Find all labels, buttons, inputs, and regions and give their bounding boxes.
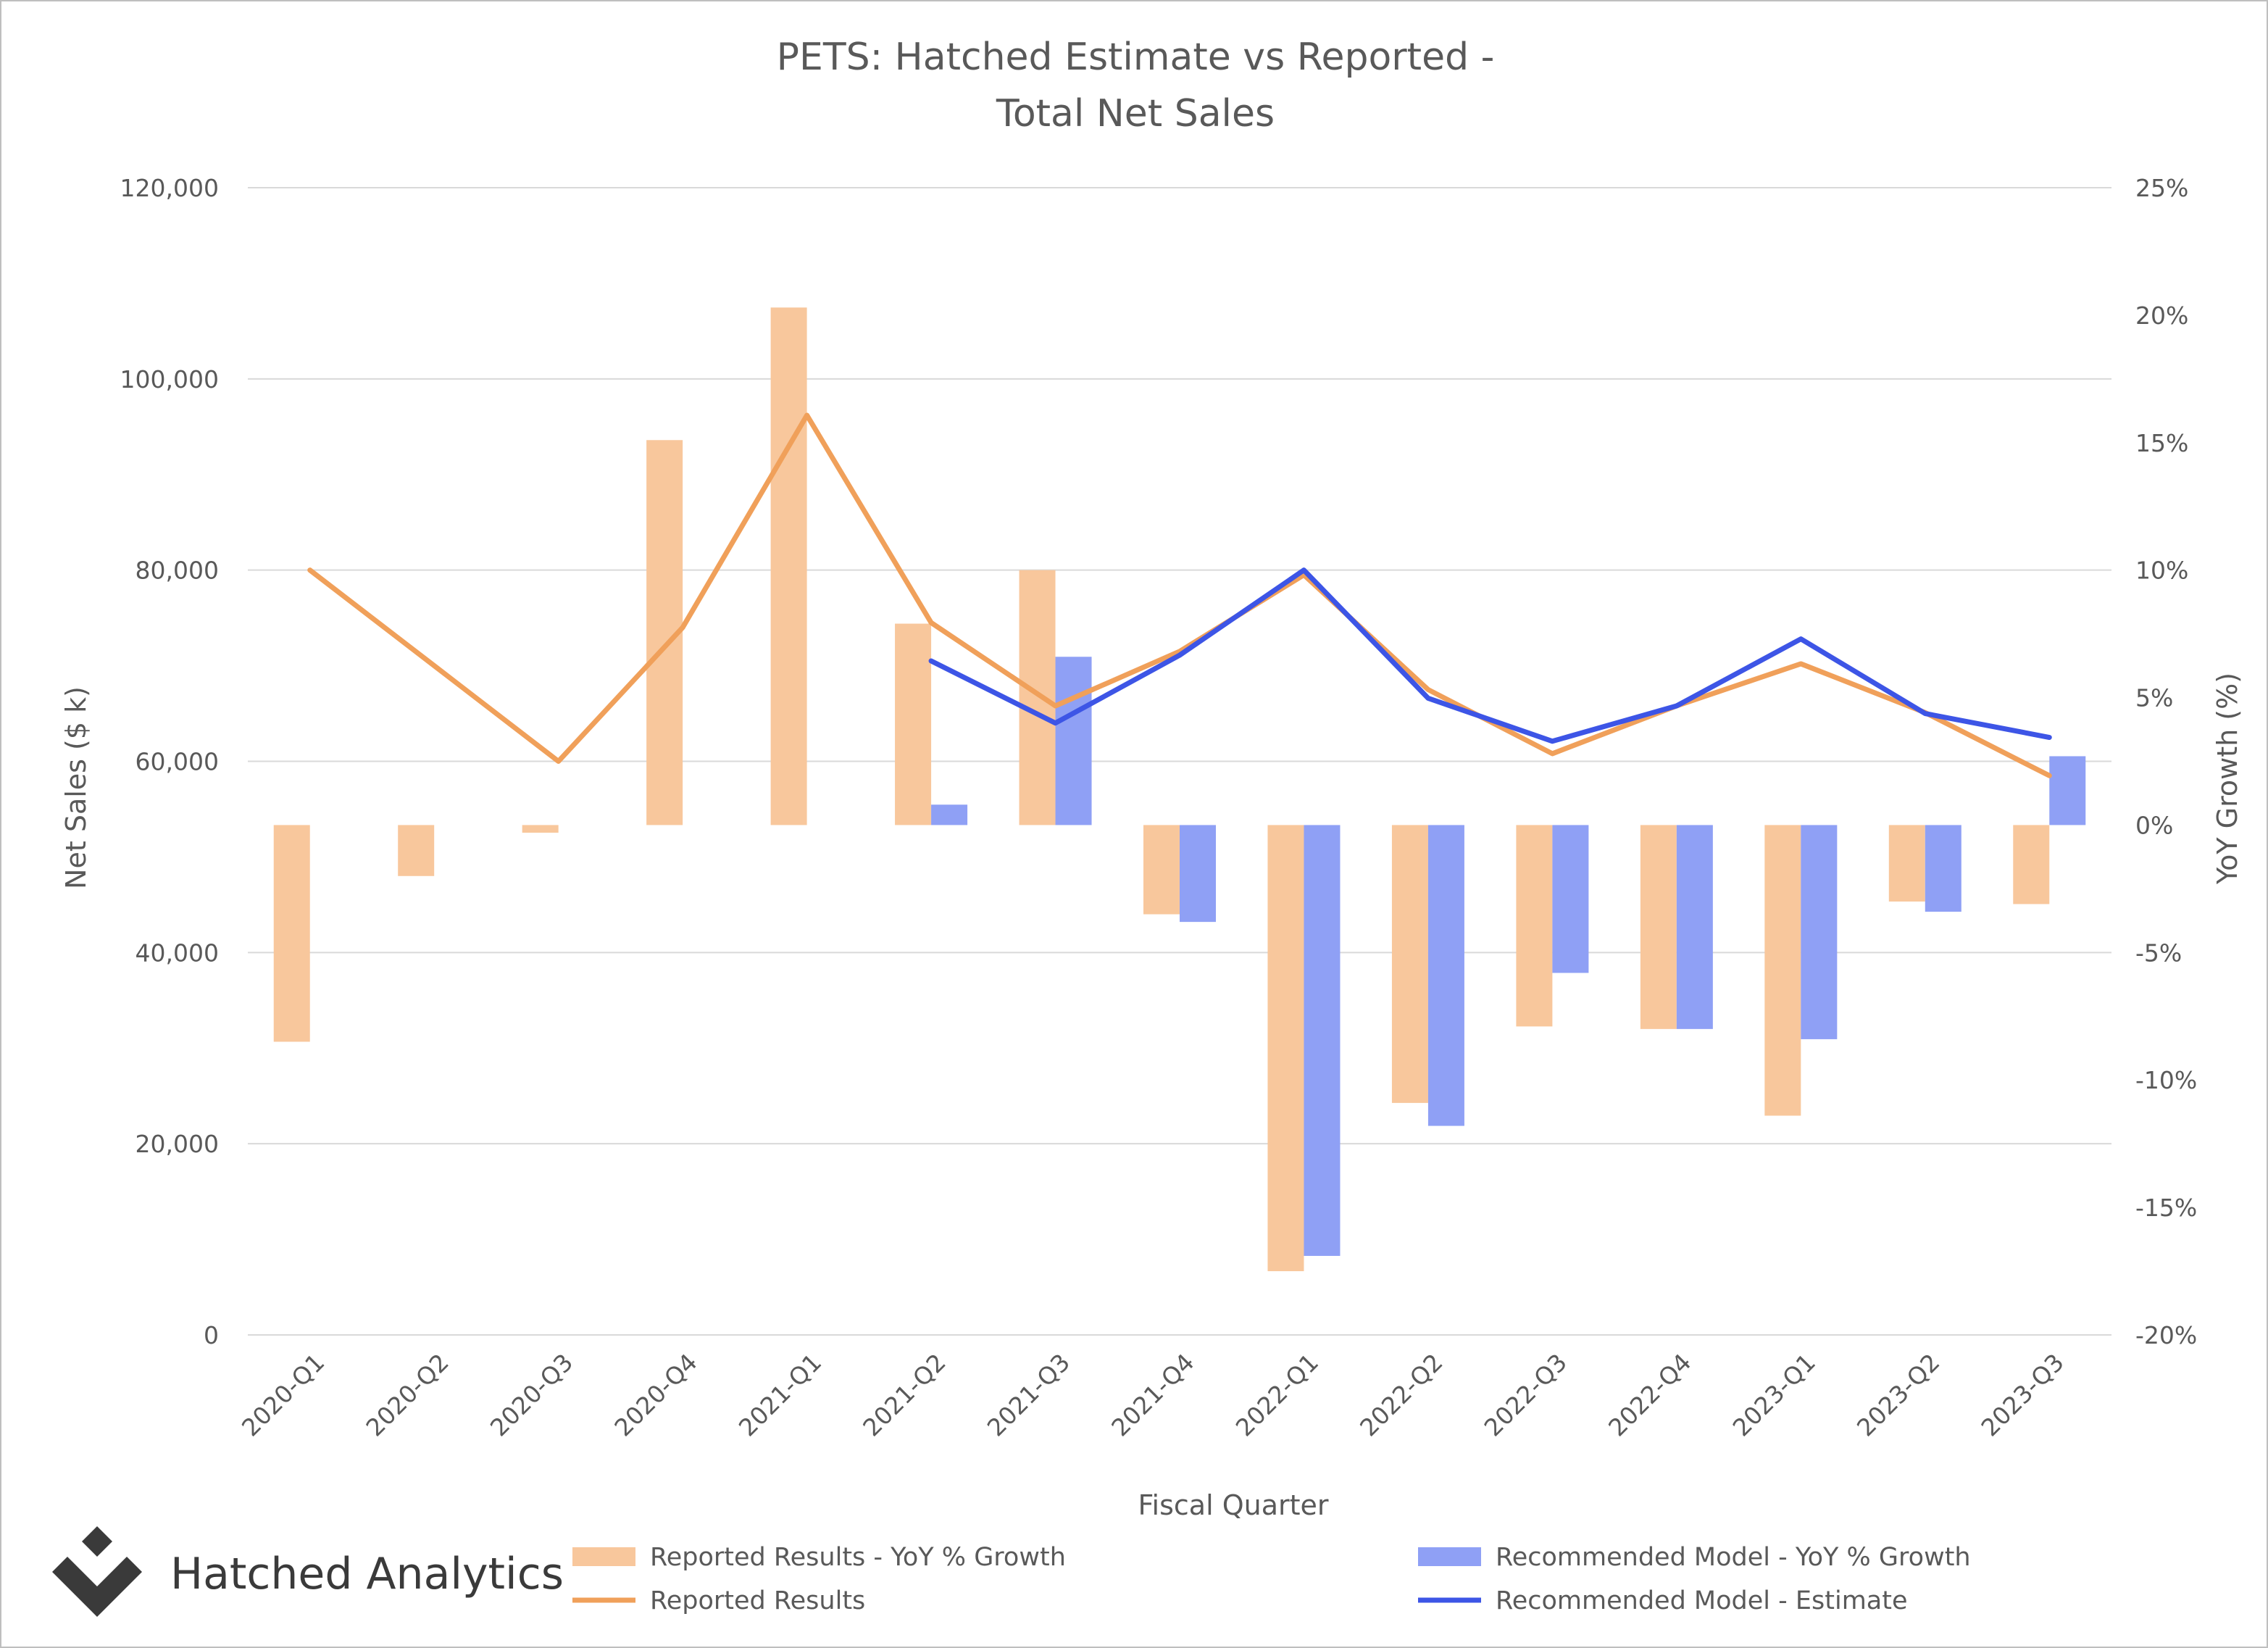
y-tick-label: 40,000: [136, 939, 219, 967]
y-tick-label: 80,000: [136, 557, 219, 585]
x-tick-label: 2021-Q2: [857, 1348, 951, 1441]
y2-tick-label: 25%: [2135, 174, 2188, 202]
x-tick-label: 2023-Q2: [1851, 1348, 1945, 1441]
x-tick-label: 2023-Q3: [1975, 1348, 2069, 1441]
y-axis-title: Net Sales ($ k): [60, 686, 92, 889]
recommended-yoy-bar: [1676, 825, 1713, 1029]
reported-yoy-bar: [398, 825, 435, 876]
chart-title-line-1: PETS: Hatched Estimate vs Reported -: [777, 36, 1495, 79]
x-tick-label: 2023-Q1: [1727, 1348, 1821, 1441]
x-tick-label: 2020-Q3: [485, 1348, 578, 1441]
legend-swatch-recommended-bar: [1418, 1547, 1481, 1566]
recommended-yoy-bar: [1801, 825, 1838, 1039]
legend-label-reported-bar: Reported Results - YoY % Growth: [650, 1543, 1066, 1572]
x-tick-label: 2021-Q1: [733, 1348, 827, 1441]
lines-layer: [307, 412, 2052, 778]
recommended-yoy-bar: [1427, 825, 1464, 1126]
x-tick-label: 2022-Q2: [1354, 1348, 1448, 1441]
legend: Reported Results - YoY % Growth Reported…: [572, 1543, 1971, 1615]
reported-yoy-bar: [1888, 825, 1925, 902]
recommended-yoy-bar: [1925, 825, 1961, 912]
right-axis-ticks: -20% -15% -10% -5% 0% 5% 10% 15% 20% 25%: [2135, 174, 2197, 1349]
recommended-yoy-bar: [1304, 825, 1341, 1256]
chart-title-line-2: Total Net Sales: [996, 92, 1275, 136]
reported-yoy-bar: [522, 825, 559, 833]
legend-label-recommended-bar: Recommended Model - YoY % Growth: [1496, 1543, 1971, 1572]
x-tick-label: 2021-Q4: [1106, 1348, 1199, 1441]
x-tick-label: 2021-Q3: [982, 1348, 1075, 1441]
reported-yoy-bar: [1019, 570, 1056, 825]
y2-tick-label: -10%: [2135, 1066, 2197, 1094]
x-tick-label: 2022-Q1: [1230, 1348, 1324, 1441]
brand-name: Hatched Analytics: [170, 1549, 564, 1599]
recommended-yoy-bar: [1552, 825, 1589, 973]
reported-yoy-bar: [1267, 825, 1304, 1272]
y2-tick-label: -20%: [2135, 1321, 2197, 1349]
reported-yoy-bar: [770, 307, 807, 825]
y-tick-label: 120,000: [120, 174, 219, 202]
left-axis-ticks: 0 20,000 40,000 60,000 80,000 100,000 120,000: [120, 174, 219, 1349]
y2-tick-label: 20%: [2135, 301, 2188, 330]
reported-yoy-bar: [1640, 825, 1677, 1029]
y-tick-label: 60,000: [136, 748, 219, 776]
reported-results-line: [307, 412, 2052, 778]
legend-label-recommended-line: Recommended Model - Estimate: [1496, 1586, 1908, 1615]
legend-swatch-reported-bar: [572, 1547, 635, 1566]
x-tick-label: 2022-Q3: [1479, 1348, 1572, 1441]
y-tick-label: 0: [204, 1321, 219, 1349]
reported-yoy-bar: [1516, 825, 1553, 1027]
reported-yoy-bar: [1764, 825, 1801, 1116]
y-tick-label: 20,000: [136, 1130, 219, 1158]
x-axis-ticks: 2020-Q1 2020-Q2 2020-Q3 2020-Q4 2021-Q1 2021-…: [236, 1348, 2069, 1441]
bars-layer: [273, 307, 2086, 1272]
recommended-yoy-bar: [1055, 657, 1092, 825]
reported-yoy-bar: [273, 825, 310, 1042]
reported-yoy-bar: [1391, 825, 1428, 1103]
y2-axis-title: YoY Growth (%): [2211, 673, 2243, 885]
diamond-logo-icon: [52, 1526, 142, 1617]
x-tick-label: 2022-Q4: [1603, 1348, 1696, 1441]
y2-tick-label: -15%: [2135, 1194, 2197, 1222]
reported-yoy-bar: [895, 623, 932, 825]
legend-label-reported-line: Reported Results: [650, 1586, 865, 1615]
recommended-yoy-bar: [2049, 756, 2086, 825]
reported-yoy-bar: [2013, 825, 2050, 904]
recommended-yoy-bar: [1180, 825, 1216, 923]
y2-tick-label: 5%: [2135, 684, 2173, 712]
y2-tick-label: 15%: [2135, 429, 2188, 457]
brand-logo: Hatched Analytics: [52, 1526, 564, 1617]
recommended-estimate-line: [928, 567, 2052, 744]
gridlines: [248, 187, 2111, 1336]
reported-yoy-bar: [1143, 825, 1180, 915]
y2-tick-label: 10%: [2135, 557, 2188, 585]
y2-tick-label: 0%: [2135, 811, 2173, 839]
recommended-yoy-bar: [931, 804, 968, 825]
x-axis-title: Fiscal Quarter: [1138, 1489, 1328, 1521]
y-tick-label: 100,000: [120, 365, 219, 394]
y2-tick-label: -5%: [2135, 939, 2182, 967]
x-tick-label: 2020-Q2: [360, 1348, 454, 1441]
x-tick-label: 2020-Q4: [609, 1348, 702, 1441]
x-tick-label: 2020-Q1: [236, 1348, 330, 1441]
